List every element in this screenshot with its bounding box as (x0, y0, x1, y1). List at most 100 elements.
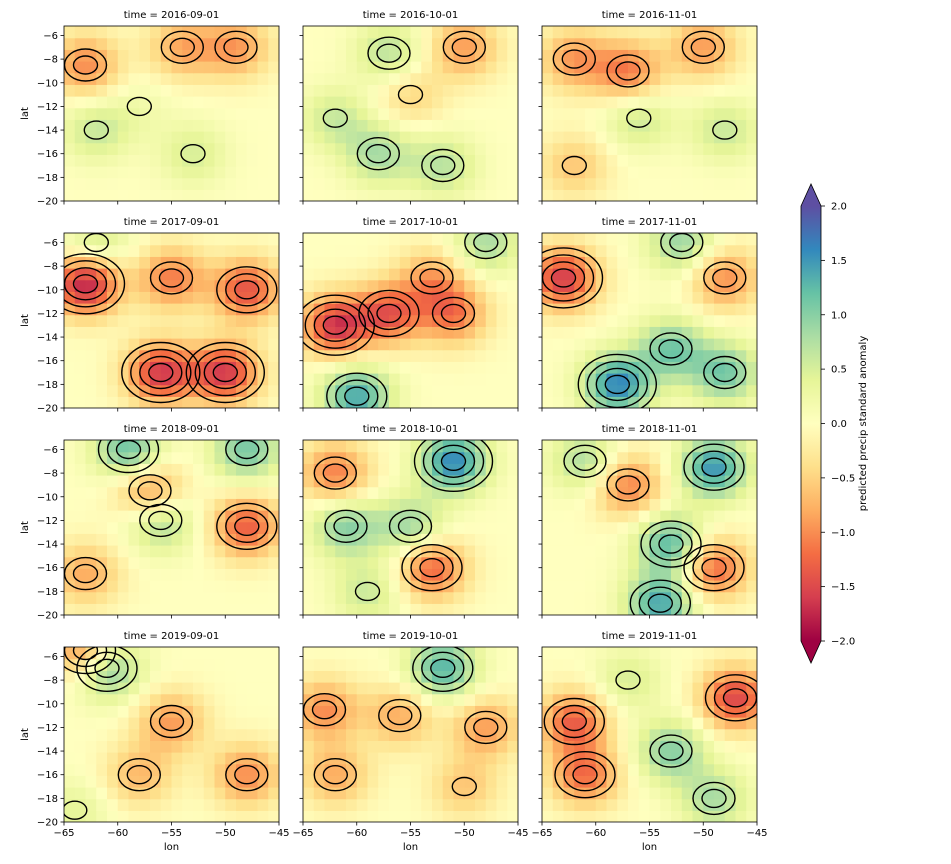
heatmap-cell (74, 533, 87, 546)
heatmap-cell (552, 373, 565, 386)
contour-line (561, 155, 587, 176)
heatmap-cell (703, 533, 715, 546)
heatmap-cell (410, 775, 422, 788)
heatmap-cell (671, 717, 683, 730)
heatmap-cell (324, 142, 336, 155)
heatmap-cell (724, 498, 737, 511)
heatmap-cell (117, 568, 130, 581)
heatmap-cell (378, 580, 390, 593)
heatmap-cell (421, 752, 433, 765)
heatmap-cell (257, 763, 269, 776)
heatmap-cell (735, 349, 747, 362)
heatmap-cell (746, 591, 757, 604)
heatmap-cell (246, 705, 259, 718)
heatmap-cell (85, 268, 97, 281)
heatmap-cell (735, 810, 747, 822)
heatmap-cell (389, 49, 401, 62)
heatmap-cell (574, 96, 586, 109)
heatmap-cell (638, 314, 651, 327)
heatmap-cell (606, 142, 618, 155)
heatmap-cell (203, 568, 216, 581)
heatmap-cell (649, 189, 661, 201)
heatmap-cell (421, 268, 433, 281)
heatmap-cell (203, 498, 216, 511)
heatmap-cell (542, 189, 554, 201)
contour-line (701, 457, 727, 477)
heatmap-cell (182, 373, 194, 386)
heatmap-cell (617, 244, 629, 257)
heatmap-cell (606, 591, 618, 604)
heatmap-cell (117, 440, 130, 453)
heatmap-cell (660, 37, 672, 50)
heatmap-cell (257, 521, 269, 534)
heatmap-cell (139, 177, 151, 190)
heatmap-cell (453, 154, 465, 167)
heatmap-cell (214, 326, 226, 339)
heatmap-cell (160, 440, 173, 453)
heatmap-cell (214, 233, 226, 246)
heatmap-cell (214, 107, 226, 120)
heatmap-cell (638, 131, 651, 144)
heatmap-cell (367, 580, 379, 593)
heatmap-cell (421, 810, 433, 822)
heatmap-cell (182, 647, 194, 660)
heatmap-cell (563, 107, 575, 120)
heatmap-cell (225, 268, 237, 281)
heatmap-cell (703, 349, 715, 362)
heatmap-cell (378, 463, 390, 476)
contour-line (712, 268, 738, 288)
heatmap-cell (171, 521, 183, 534)
heatmap-cell (74, 361, 87, 374)
heatmap-cell (552, 61, 565, 74)
heatmap-cell (160, 451, 173, 464)
contour-line (311, 700, 338, 720)
heatmap-cell (160, 384, 173, 397)
heatmap-cell (128, 119, 140, 132)
heatmap-cell (346, 798, 358, 811)
heatmap-cell (117, 740, 130, 753)
heatmap-cell (246, 740, 259, 753)
heatmap-cell (335, 166, 347, 179)
heatmap-cell (139, 84, 151, 97)
heatmap-cell (496, 693, 508, 706)
heatmap-cell (193, 96, 205, 109)
heatmap-cell (313, 233, 326, 246)
heatmap-cell (703, 568, 715, 581)
heatmap-cell (649, 154, 661, 167)
heatmap-cell (453, 268, 465, 281)
contour-line (148, 510, 174, 531)
heatmap-cell (681, 763, 694, 776)
heatmap-cell (399, 314, 412, 327)
heatmap-cell (714, 580, 726, 593)
heatmap-cell (335, 787, 347, 800)
heatmap-cell (606, 233, 618, 246)
heatmap-cell (214, 717, 226, 730)
heatmap-cell (128, 521, 140, 534)
heatmap-cell (389, 396, 401, 408)
heatmap-cell (649, 545, 661, 558)
heatmap-cell (606, 326, 618, 339)
heatmap-cell (117, 510, 130, 523)
heatmap-cell (485, 96, 498, 109)
heatmap-cell (367, 61, 379, 74)
heatmap-cell (335, 338, 347, 351)
heatmap-cell (692, 303, 704, 316)
heatmap-cell (246, 166, 259, 179)
heatmap-cell (150, 119, 162, 132)
heatmap-cell (703, 396, 715, 408)
heatmap-cell (107, 740, 119, 753)
contour-line (83, 233, 109, 253)
heatmap-cell (193, 326, 205, 339)
heatmap-cell (628, 233, 640, 246)
heatmap-cell (64, 498, 76, 511)
heatmap-cell (649, 49, 661, 62)
heatmap-cell (303, 647, 315, 660)
heatmap-cell (432, 775, 444, 788)
heatmap-cell (410, 545, 422, 558)
heatmap-cell (225, 498, 237, 511)
heatmap-cell (117, 545, 130, 558)
heatmap-cell (139, 740, 151, 753)
heatmap-cell (496, 131, 508, 144)
heatmap-cell (367, 349, 379, 362)
heatmap-cell (703, 451, 715, 464)
